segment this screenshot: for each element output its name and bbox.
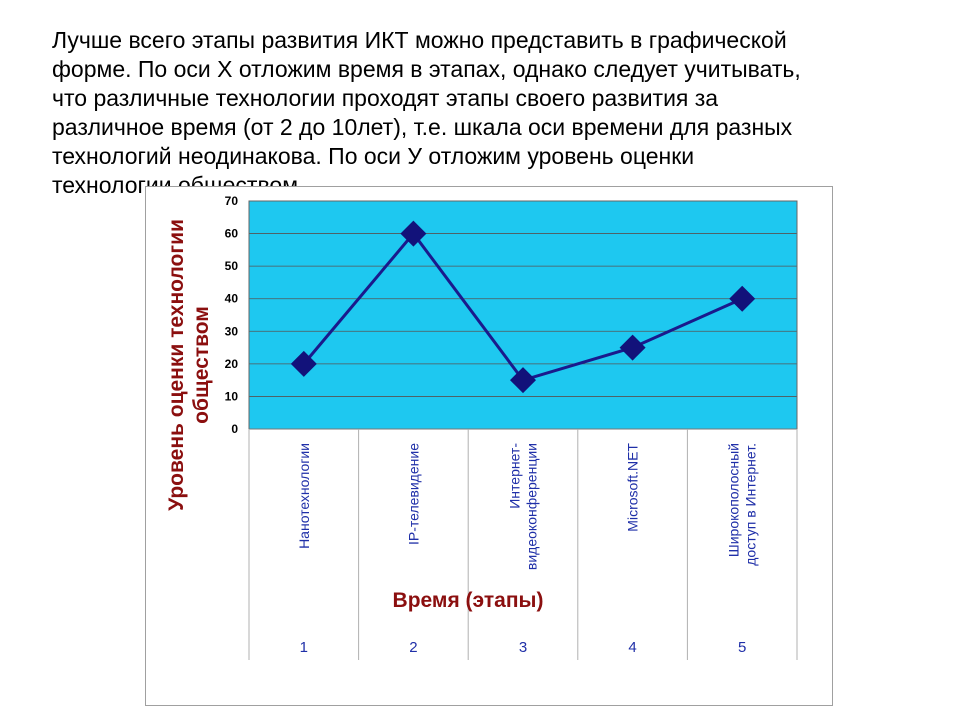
data-point-marker: [619, 334, 646, 361]
x-category-number: 2: [409, 639, 417, 656]
y-tick-label: 0: [231, 422, 238, 436]
x-category-label: доступ в Интернет.: [743, 443, 759, 566]
y-axis-title: Уровень оценки технологии: [165, 219, 188, 511]
intro-line: форме. По оси Х отложим время в этапах, …: [52, 56, 801, 82]
plot-area: [249, 201, 797, 429]
y-tick-label: 20: [225, 357, 239, 371]
intro-line: Лучше всего этапы развития ИКТ можно пре…: [52, 27, 787, 53]
data-point-marker: [290, 350, 317, 377]
x-category-label: Интернет-: [507, 443, 523, 509]
x-category-label: видеоконференции: [524, 443, 540, 570]
x-category-label: IP-телевидение: [405, 443, 421, 545]
x-category-number: 5: [738, 639, 746, 656]
y-tick-label: 10: [225, 389, 239, 403]
data-point-marker: [729, 285, 756, 312]
x-category-number: 4: [628, 639, 636, 656]
intro-line: что различные технологии проходят этапы …: [52, 85, 719, 111]
x-category-number: 1: [300, 639, 308, 656]
data-point-marker: [400, 220, 427, 247]
data-point-marker: [510, 367, 536, 394]
chart-frame: 0 10 20 30 40 50 60 70 Нанотехнологии 1 IP-телевид…: [145, 186, 833, 706]
line-chart: 0 10 20 30 40 50 60 70 Нанотехнологии 1 IP-телевид…: [165, 194, 798, 660]
x-category-label: Microsoft.NET: [625, 443, 641, 532]
intro-line: технологий неодинакова. По оси У отложим…: [52, 143, 695, 169]
x-category-label: Нанотехнологии: [296, 443, 312, 549]
intro-line: различное время (от 2 до 10лет), т.е. шк…: [52, 114, 793, 140]
y-tick-label: 50: [225, 259, 239, 273]
x-category-label: Широкополосный: [726, 443, 742, 557]
y-tick-label: 30: [225, 324, 239, 338]
x-axis-title: Время (этапы): [393, 589, 544, 612]
x-category-number: 3: [519, 639, 527, 656]
y-axis-title: обществом: [190, 306, 213, 424]
y-tick-label: 70: [225, 194, 239, 208]
intro-paragraph: Лучше всего этапы развития ИКТ можно пре…: [52, 26, 942, 200]
y-tick-label: 60: [225, 227, 239, 241]
y-tick-label: 40: [225, 292, 239, 306]
